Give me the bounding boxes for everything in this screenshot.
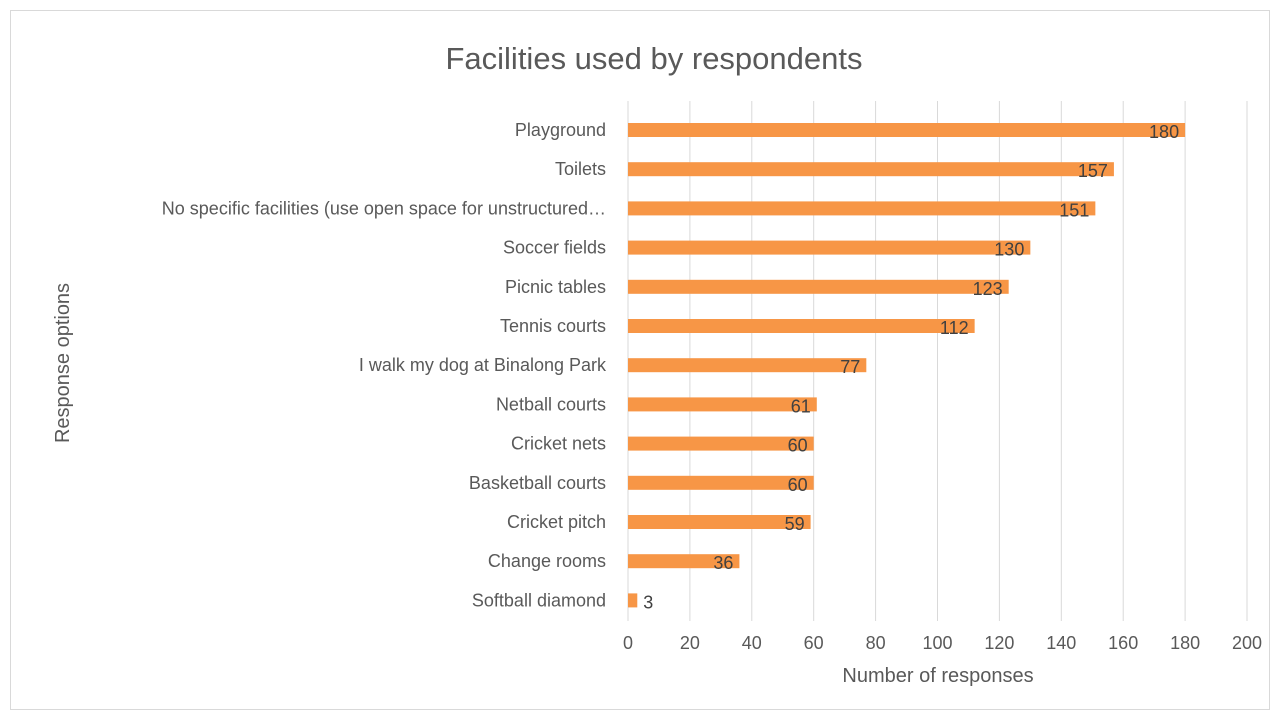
bar (628, 201, 1096, 216)
data-label: 180 (1149, 122, 1179, 142)
gridlines (627, 101, 1248, 621)
data-label: 130 (994, 240, 1024, 260)
chart-frame: Facilities used by respondents Playgroun… (10, 10, 1270, 710)
category-labels: Playground Toilets No specific facilities … (162, 120, 607, 610)
x-tick-label: 180 (1170, 633, 1200, 653)
x-tick-label: 200 (1232, 633, 1262, 653)
bars (628, 123, 1186, 608)
bar (628, 436, 814, 451)
category-label: Softball diamond (472, 590, 606, 610)
category-label: No specific facilities (use open space f… (162, 198, 606, 218)
data-label: 77 (840, 357, 860, 377)
x-tick-label: 80 (866, 633, 886, 653)
category-label: Picnic tables (505, 277, 606, 297)
x-tick-label: 100 (922, 633, 952, 653)
x-tick-labels: 0 20 40 60 80 100 120 140 160 180 200 (623, 633, 1262, 653)
category-label: Toilets (555, 159, 606, 179)
x-tick-label: 0 (623, 633, 633, 653)
data-label: 123 (973, 279, 1003, 299)
data-label: 61 (791, 396, 811, 416)
data-label: 60 (788, 475, 808, 495)
category-label: Change rooms (488, 551, 606, 571)
y-axis-title: Response options (52, 283, 74, 443)
bar (628, 319, 975, 333)
category-label: I walk my dog at Binalong Park (359, 355, 607, 375)
category-label: Cricket nets (511, 434, 606, 454)
data-label: 3 (643, 592, 653, 612)
x-tick-label: 160 (1108, 633, 1138, 653)
data-label: 157 (1078, 161, 1108, 181)
data-label: 60 (788, 436, 808, 456)
bar (628, 475, 814, 490)
x-tick-label: 140 (1046, 633, 1076, 653)
bar (628, 397, 817, 412)
x-tick-label: 60 (804, 633, 824, 653)
x-tick-label: 20 (680, 633, 700, 653)
x-tick-label: 40 (742, 633, 762, 653)
category-label: Cricket pitch (507, 512, 606, 532)
data-label: 112 (940, 318, 969, 338)
data-label: 59 (785, 514, 805, 534)
bar-chart: Facilities used by respondents Playgroun… (52, 41, 1262, 687)
x-axis-title: Number of responses (842, 665, 1033, 687)
bar (628, 162, 1114, 177)
chart-title: Facilities used by respondents (445, 41, 862, 76)
category-label: Tennis courts (500, 316, 606, 336)
bar (628, 240, 1031, 255)
category-label: Netball courts (496, 394, 606, 414)
bar (628, 515, 811, 529)
data-label: 36 (713, 553, 733, 573)
bar (628, 593, 638, 608)
category-label: Basketball courts (469, 473, 606, 493)
data-label: 151 (1059, 200, 1089, 220)
category-label: Soccer fields (503, 238, 606, 258)
bar (628, 123, 1186, 137)
bar (628, 554, 740, 569)
x-tick-label: 120 (984, 633, 1014, 653)
bar (628, 279, 1009, 294)
bar (628, 358, 867, 373)
category-label: Playground (515, 120, 606, 140)
